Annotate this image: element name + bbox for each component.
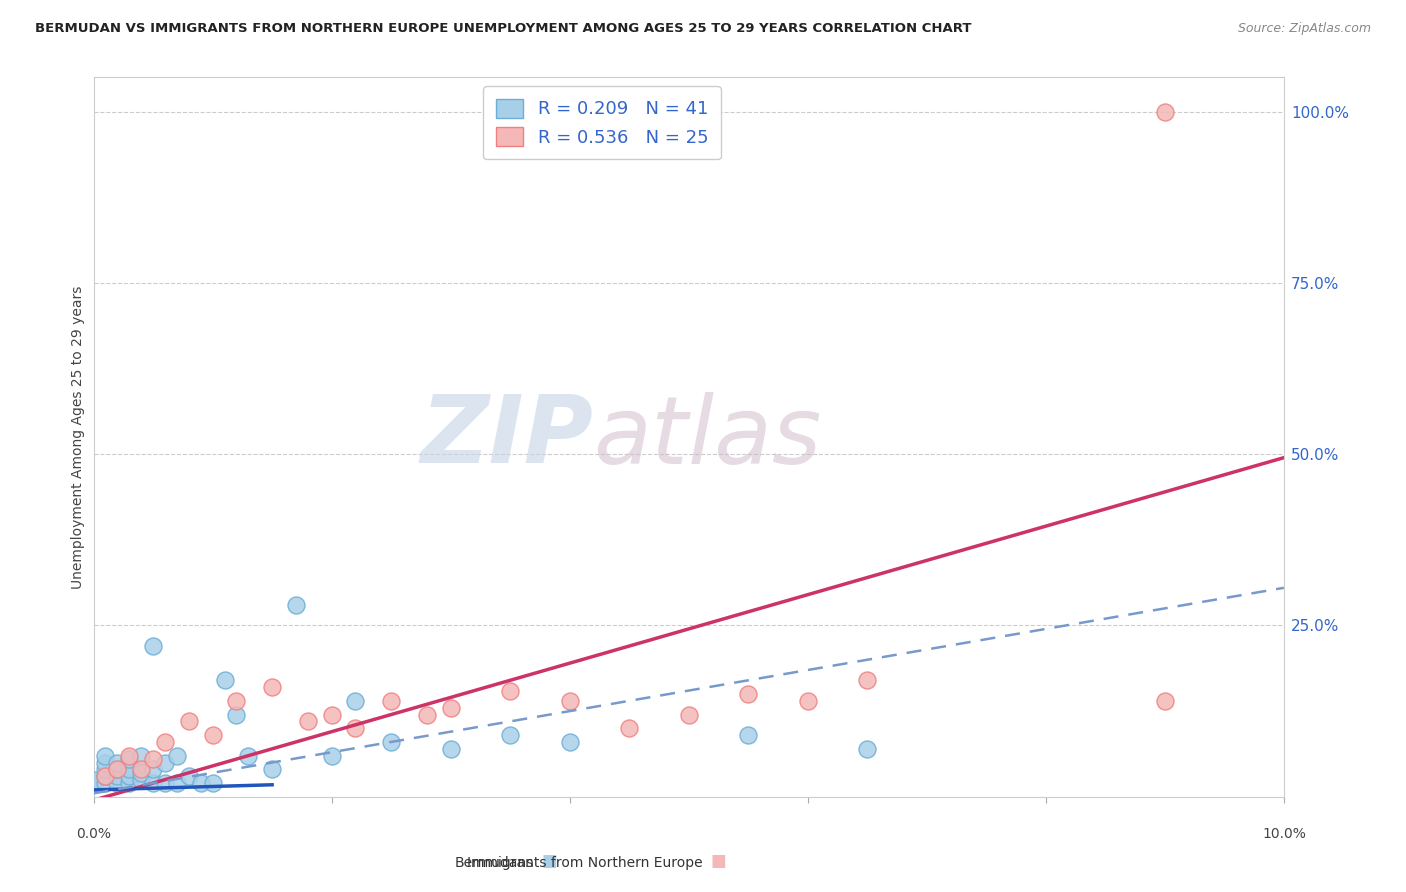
Point <box>499 683 522 698</box>
Point <box>118 776 141 790</box>
Point <box>94 776 117 790</box>
Point <box>1153 694 1175 708</box>
Point <box>129 765 152 780</box>
Point <box>440 741 463 756</box>
Point <box>262 680 284 694</box>
Point <box>142 776 165 790</box>
Point <box>94 769 117 783</box>
Point <box>737 728 759 742</box>
Point <box>177 769 200 783</box>
Text: ZIP: ZIP <box>420 391 593 483</box>
Point <box>201 776 224 790</box>
Point <box>142 752 165 766</box>
Point <box>856 741 879 756</box>
Point <box>284 598 307 612</box>
Point <box>558 694 581 708</box>
Point <box>201 728 224 742</box>
Point <box>129 748 152 763</box>
Text: atlas: atlas <box>593 392 821 483</box>
Point <box>129 763 152 777</box>
Point <box>105 756 128 770</box>
Point <box>1153 104 1175 119</box>
Text: Immigrants from Northern Europe: Immigrants from Northern Europe <box>467 855 703 870</box>
Point <box>344 694 367 708</box>
Point <box>118 752 141 766</box>
Point <box>166 748 188 763</box>
Point <box>94 756 117 770</box>
Point <box>214 673 236 688</box>
Text: 10.0%: 10.0% <box>1263 827 1306 841</box>
Point <box>118 763 141 777</box>
Point <box>297 714 319 729</box>
Point <box>238 748 260 763</box>
Point <box>558 735 581 749</box>
Point <box>321 707 343 722</box>
Point <box>737 687 759 701</box>
Point <box>856 673 879 688</box>
Point <box>83 772 105 787</box>
Point <box>142 639 165 653</box>
Point <box>105 763 128 777</box>
Point <box>94 763 117 777</box>
Point <box>380 694 402 708</box>
Point <box>105 769 128 783</box>
Point <box>153 756 176 770</box>
Point <box>797 694 820 708</box>
Text: Source: ZipAtlas.com: Source: ZipAtlas.com <box>1237 22 1371 36</box>
Point <box>344 721 367 735</box>
Point <box>142 763 165 777</box>
Point <box>225 694 247 708</box>
Point <box>129 772 152 787</box>
Text: Bermudans: Bermudans <box>456 855 534 870</box>
Point <box>94 769 117 783</box>
Point <box>118 748 141 763</box>
Point <box>678 707 700 722</box>
Point <box>225 707 247 722</box>
Point <box>83 776 105 790</box>
Text: ■: ■ <box>710 852 725 870</box>
Point <box>499 728 522 742</box>
Point <box>380 735 402 749</box>
Point <box>440 700 463 714</box>
Text: BERMUDAN VS IMMIGRANTS FROM NORTHERN EUROPE UNEMPLOYMENT AMONG AGES 25 TO 29 YEA: BERMUDAN VS IMMIGRANTS FROM NORTHERN EUR… <box>35 22 972 36</box>
Point <box>190 776 212 790</box>
Point <box>94 748 117 763</box>
Point <box>262 763 284 777</box>
Text: 0.0%: 0.0% <box>76 827 111 841</box>
Y-axis label: Unemployment Among Ages 25 to 29 years: Unemployment Among Ages 25 to 29 years <box>72 285 86 589</box>
Point <box>153 735 176 749</box>
Text: ■: ■ <box>541 852 557 870</box>
Point <box>321 748 343 763</box>
Point <box>177 714 200 729</box>
Point <box>105 763 128 777</box>
Point <box>118 769 141 783</box>
Point <box>153 776 176 790</box>
Legend: R = 0.209   N = 41, R = 0.536   N = 25: R = 0.209 N = 41, R = 0.536 N = 25 <box>484 87 721 160</box>
Point <box>416 707 439 722</box>
Point <box>105 776 128 790</box>
Point <box>166 776 188 790</box>
Point <box>619 721 641 735</box>
